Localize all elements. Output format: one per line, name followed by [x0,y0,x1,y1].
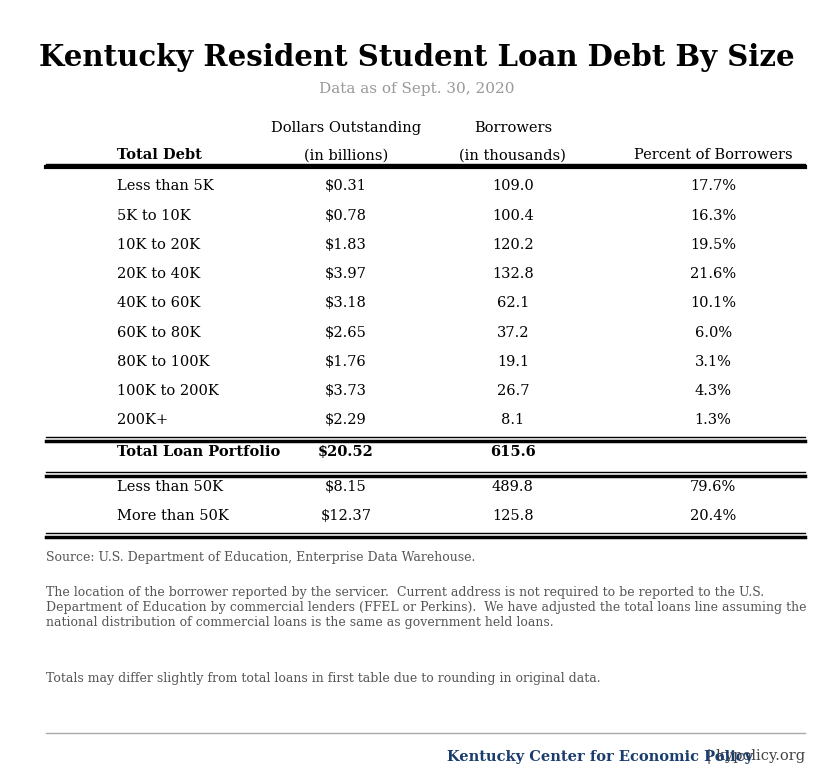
Text: Total Loan Portfolio: Total Loan Portfolio [117,445,280,459]
Text: 489.8: 489.8 [492,480,534,494]
Text: Kentucky Resident Student Loan Debt By Size: Kentucky Resident Student Loan Debt By S… [39,43,795,72]
Text: 120.2: 120.2 [492,238,534,252]
Text: $3.97: $3.97 [325,267,367,281]
Text: $1.83: $1.83 [325,238,367,252]
Text: | kypolicy.org: | kypolicy.org [701,749,805,764]
Text: $3.18: $3.18 [325,296,367,310]
Text: 615.6: 615.6 [490,445,535,459]
Text: The location of the borrower reported by the servicer.  Current address is not r: The location of the borrower reported by… [46,587,806,629]
Text: Source: U.S. Department of Education, Enterprise Data Warehouse.: Source: U.S. Department of Education, En… [46,551,475,564]
Text: (in thousands): (in thousands) [460,148,566,162]
Text: 8.1: 8.1 [501,413,525,427]
Text: Total Debt: Total Debt [117,148,202,162]
Text: 4.3%: 4.3% [695,384,731,398]
Text: 10.1%: 10.1% [690,296,736,310]
Text: $1.76: $1.76 [325,355,367,369]
Text: 80K to 100K: 80K to 100K [117,355,209,369]
Text: Borrowers: Borrowers [474,121,552,135]
Text: Less than 5K: Less than 5K [117,179,214,193]
Text: 40K to 60K: 40K to 60K [117,296,200,310]
Text: 19.5%: 19.5% [690,238,736,252]
Text: $20.52: $20.52 [319,445,374,459]
Text: Data as of Sept. 30, 2020: Data as of Sept. 30, 2020 [319,82,515,96]
Text: 200K+: 200K+ [117,413,168,427]
Text: 79.6%: 79.6% [690,480,736,494]
Text: 100.4: 100.4 [492,208,534,222]
Text: 3.1%: 3.1% [695,355,731,369]
Text: Dollars Outstanding: Dollars Outstanding [271,121,421,135]
Text: 132.8: 132.8 [492,267,534,281]
Text: $8.15: $8.15 [325,480,367,494]
Text: $2.65: $2.65 [325,326,367,339]
Text: 20.4%: 20.4% [690,509,736,523]
Text: 100K to 200K: 100K to 200K [117,384,219,398]
Text: 21.6%: 21.6% [690,267,736,281]
Text: $12.37: $12.37 [320,509,372,523]
Text: (in billions): (in billions) [304,148,389,162]
Text: $0.78: $0.78 [325,208,367,222]
Text: 26.7: 26.7 [497,384,529,398]
Text: 37.2: 37.2 [497,326,529,339]
Text: Percent of Borrowers: Percent of Borrowers [634,148,792,162]
Text: 125.8: 125.8 [492,509,534,523]
Text: 16.3%: 16.3% [690,208,736,222]
Text: 109.0: 109.0 [492,179,534,193]
Text: $3.73: $3.73 [325,384,367,398]
Text: 62.1: 62.1 [497,296,529,310]
Text: $2.29: $2.29 [325,413,367,427]
Text: 17.7%: 17.7% [690,179,736,193]
Text: Totals may differ slightly from total loans in first table due to rounding in or: Totals may differ slightly from total lo… [46,672,600,685]
Text: Less than 50K: Less than 50K [117,480,223,494]
Text: Kentucky Center for Economic Policy: Kentucky Center for Economic Policy [447,750,754,764]
Text: 6.0%: 6.0% [695,326,731,339]
Text: 5K to 10K: 5K to 10K [117,208,190,222]
Text: More than 50K: More than 50K [117,509,229,523]
Text: 1.3%: 1.3% [695,413,731,427]
Text: 60K to 80K: 60K to 80K [117,326,200,339]
Text: 10K to 20K: 10K to 20K [117,238,200,252]
Text: 19.1: 19.1 [497,355,529,369]
Text: 20K to 40K: 20K to 40K [117,267,200,281]
Text: $0.31: $0.31 [325,179,367,193]
